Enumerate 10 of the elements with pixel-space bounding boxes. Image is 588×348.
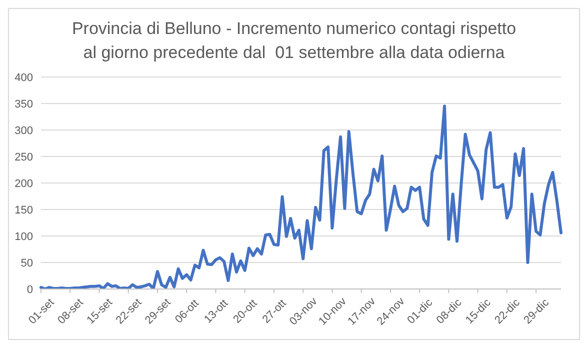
chart-title: Provincia di Belluno - Incremento numerico contagi rispetto al giorno precedente dal 01 settembre alla data odierna — [70, 18, 518, 64]
y-tick-label: 150 — [14, 204, 33, 216]
y-tick-label: 400 — [14, 72, 33, 84]
y-tick-label: 0 — [26, 284, 33, 296]
y-tick-label: 350 — [14, 98, 33, 110]
y-tick-label: 100 — [14, 230, 33, 243]
y-tick-label: 250 — [14, 151, 33, 164]
y-tick-label: 200 — [14, 178, 33, 190]
y-tick-label: 300 — [14, 124, 33, 137]
y-tick-label: 50 — [20, 257, 33, 270]
